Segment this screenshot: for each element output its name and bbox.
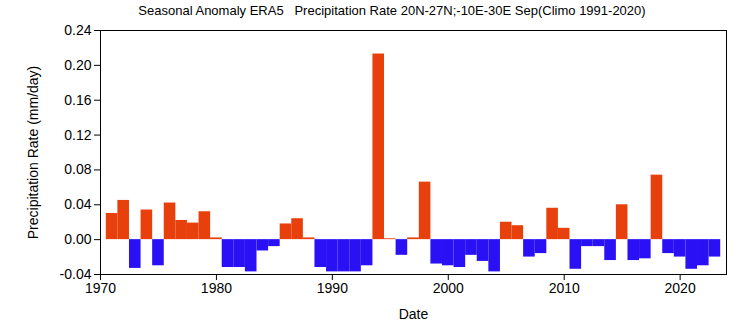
svg-text:Date: Date (399, 306, 429, 322)
svg-text:Precipitation Rate (mm/day): Precipitation Rate (mm/day) (25, 66, 41, 240)
svg-text:2010: 2010 (549, 280, 580, 296)
svg-text:2000: 2000 (433, 280, 464, 296)
svg-text:0.12: 0.12 (64, 127, 91, 143)
svg-text:0.08: 0.08 (64, 161, 91, 177)
svg-text:0.16: 0.16 (64, 92, 91, 108)
svg-text:1970: 1970 (85, 280, 116, 296)
svg-text:0.24: 0.24 (64, 22, 91, 38)
svg-text:0.00: 0.00 (64, 231, 91, 247)
svg-text:1990: 1990 (317, 280, 348, 296)
html-text:Seasonal Anomaly ERA5 Precipit: Seasonal Anomaly ERA5 Precipitation Rate… (138, 3, 646, 18)
svg-text:2020: 2020 (665, 280, 696, 296)
svg-text:1980: 1980 (201, 280, 232, 296)
svg-text:0.04: 0.04 (64, 196, 91, 212)
svg-text:-0.04: -0.04 (59, 266, 92, 282)
svg-text:0.20: 0.20 (64, 57, 91, 73)
